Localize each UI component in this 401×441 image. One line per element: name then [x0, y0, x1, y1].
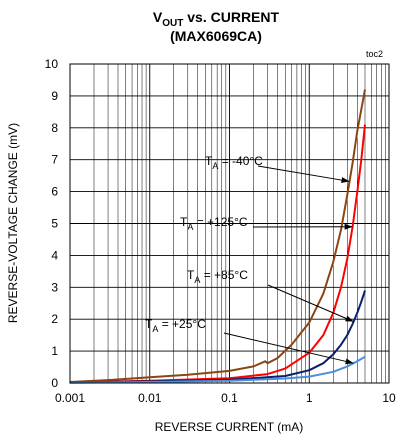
chart-title: VOUT vs. CURRENT — [153, 9, 280, 29]
y-tick-label: 5 — [51, 217, 58, 231]
chart-subtitle: (MAX6069CA) — [170, 28, 262, 44]
series-line — [69, 89, 366, 383]
y-tick-label: 0 — [51, 376, 58, 390]
annotation-arrow — [257, 165, 350, 182]
annotation-arrow — [267, 284, 354, 323]
y-tick-label: 2 — [51, 312, 58, 326]
y-tick-label: 6 — [51, 185, 58, 199]
chart-title-subscript: OUT — [162, 18, 183, 29]
x-tick-label: 10 — [382, 391, 396, 405]
series-label: TA = +125°C — [180, 215, 248, 232]
y-tick-label: 1 — [51, 344, 58, 358]
x-tick-label: 0.1 — [221, 391, 238, 405]
annotation-arrowhead — [341, 177, 350, 184]
y-tick-label: 4 — [51, 248, 58, 262]
y-tick-label: 7 — [51, 153, 58, 167]
x-tick-label: 1 — [306, 391, 313, 405]
y-tick-label: 3 — [51, 280, 58, 294]
tick-labels: 0.001 0.01 0.1 1 10 0 1 2 3 4 5 6 7 8 9 10 — [45, 57, 396, 405]
y-tick-label: 10 — [45, 57, 59, 71]
annotation-arrowhead — [345, 315, 354, 322]
series-label: TA = +25°C — [145, 317, 206, 334]
y-tick-label: 8 — [51, 121, 58, 135]
series-line — [69, 124, 366, 384]
annotation-arrow — [223, 332, 354, 364]
x-axis-label: REVERSE CURRENT (mA) — [155, 420, 303, 434]
series-line — [69, 355, 366, 384]
annotation-layer: TA = -40°C TA = +125°C TA = +85°C TA = +25°… — [145, 154, 354, 365]
series-layer — [69, 89, 366, 384]
x-tick-label: 0.01 — [138, 391, 162, 405]
series-label: TA = -40°C — [205, 154, 263, 171]
series-line — [69, 290, 366, 384]
plot-frame — [69, 63, 390, 384]
series-label: TA = +85°C — [187, 268, 248, 285]
y-tick-label: 9 — [51, 89, 58, 103]
chart-tag: toc2 — [366, 49, 383, 59]
y-axis-label: REVERSE-VOLTAGE CHANGE (mV) — [6, 123, 20, 323]
x-tick-label: 0.001 — [55, 391, 85, 405]
annotation-arrowhead — [345, 358, 354, 365]
annotation-arrowhead — [344, 223, 353, 230]
